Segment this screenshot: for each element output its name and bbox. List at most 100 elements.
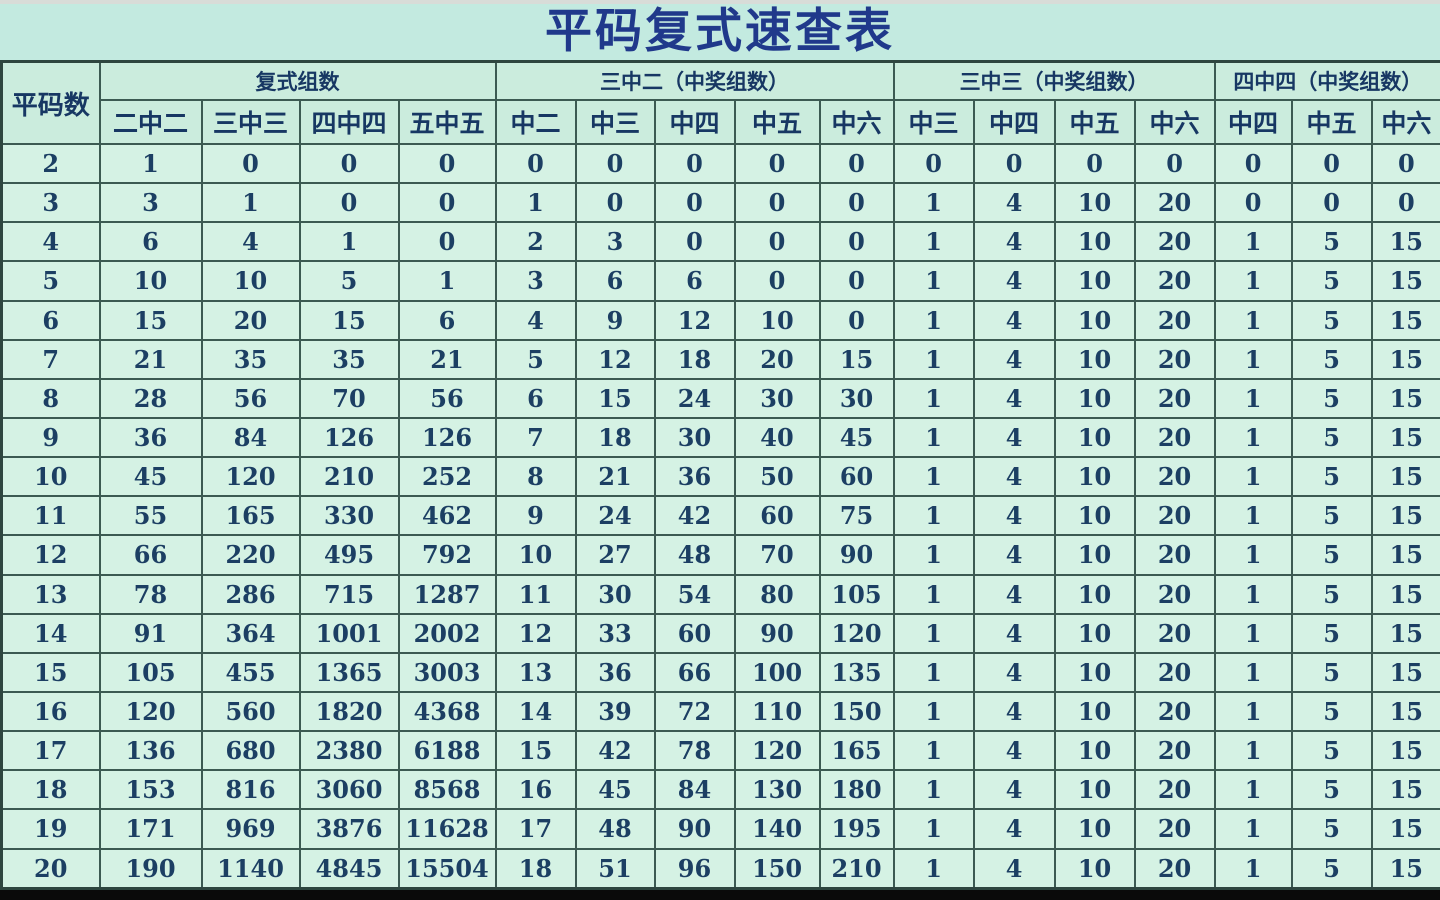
value-cell: 0 bbox=[298, 182, 400, 224]
value-cell: 5 bbox=[1290, 808, 1373, 850]
value-cell: 1 bbox=[1213, 769, 1293, 811]
col-header: 中三 bbox=[892, 99, 975, 145]
value-cell: 15 bbox=[1370, 221, 1440, 263]
value-cell: 10 bbox=[1053, 847, 1136, 890]
value-cell: 680 bbox=[200, 730, 301, 772]
value-cell: 27 bbox=[574, 534, 656, 576]
value-cell: 36 bbox=[653, 456, 736, 498]
value-cell: 84 bbox=[653, 769, 736, 811]
value-cell: 1 bbox=[1213, 416, 1293, 459]
value-cell: 4 bbox=[200, 221, 301, 263]
value-cell: 5 bbox=[1290, 495, 1373, 537]
value-cell: 4 bbox=[972, 769, 1056, 811]
table-row: 13 78 286 715 1287 11 30 54 80 105 1 4 10 20 1 5 15 bbox=[0, 573, 1440, 615]
value-cell: 4 bbox=[972, 299, 1056, 341]
value-cell: 1 bbox=[892, 612, 975, 654]
value-cell: 1 bbox=[1213, 260, 1293, 302]
value-cell: 4 bbox=[972, 847, 1056, 890]
value-cell: 120 bbox=[200, 456, 301, 498]
value-cell: 12 bbox=[574, 338, 656, 380]
value-cell: 5 bbox=[1290, 651, 1373, 693]
table-row: 10 45 120 210 252 8 21 36 50 60 1 4 10 20 1 5 15 bbox=[0, 456, 1440, 498]
value-cell: 15 bbox=[1370, 260, 1440, 302]
value-cell: 1 bbox=[892, 495, 975, 537]
value-cell: 91 bbox=[98, 612, 203, 654]
row-key-cell: 3 bbox=[0, 182, 101, 224]
row-key-cell: 7 bbox=[0, 338, 101, 380]
value-cell: 18 bbox=[574, 416, 656, 459]
value-cell: 60 bbox=[653, 612, 736, 654]
value-cell: 21 bbox=[397, 338, 497, 380]
table-row: 12 66 220 495 792 10 27 48 70 90 1 4 10 20 1 5 15 bbox=[0, 534, 1440, 576]
value-cell: 10 bbox=[733, 299, 821, 341]
value-cell: 1287 bbox=[397, 573, 497, 615]
table-header: 平码数 复式组数 三中二（中奖组数） 三中三（中奖组数） 四中四（中奖组数） 二… bbox=[0, 60, 1440, 145]
value-cell: 2 bbox=[494, 221, 577, 263]
col-header: 四中四 bbox=[298, 99, 400, 145]
value-cell: 4 bbox=[494, 299, 577, 341]
row-key-cell: 13 bbox=[0, 573, 101, 615]
value-cell: 364 bbox=[200, 612, 301, 654]
value-cell: 190 bbox=[98, 847, 203, 890]
value-cell: 4 bbox=[972, 495, 1056, 537]
table-row: 11 55 165 330 462 9 24 42 60 75 1 4 10 20 1 5 15 bbox=[0, 495, 1440, 537]
value-cell: 21 bbox=[98, 338, 203, 380]
value-cell: 252 bbox=[397, 456, 497, 498]
value-cell: 13 bbox=[494, 651, 577, 693]
value-cell: 5 bbox=[1290, 456, 1373, 498]
table-row: 6 15 20 15 6 4 9 12 10 0 1 4 10 20 1 5 15 bbox=[0, 299, 1440, 341]
row-key-cell: 6 bbox=[0, 299, 101, 341]
value-cell: 10 bbox=[200, 260, 301, 302]
value-cell: 4 bbox=[972, 182, 1056, 224]
value-cell: 12 bbox=[653, 299, 736, 341]
value-cell: 8 bbox=[494, 456, 577, 498]
corner-header-pingmashu: 平码数 bbox=[0, 60, 101, 145]
value-cell: 56 bbox=[397, 377, 497, 419]
table-row: 19 171 969 3876 11628 17 48 90 140 195 1 4 10 20 1 5 15 bbox=[0, 808, 1440, 850]
value-cell: 20 bbox=[1133, 573, 1216, 615]
value-cell: 20 bbox=[1133, 260, 1216, 302]
value-cell: 90 bbox=[733, 612, 821, 654]
value-cell: 10 bbox=[1053, 690, 1136, 733]
value-cell: 2380 bbox=[298, 730, 400, 772]
col-header: 中五 bbox=[733, 99, 821, 145]
subheader-row: 二中二 三中三 四中四 五中五 中二 中三 中四 中五 中六 中三 中四 中五 … bbox=[2, 99, 1440, 145]
value-cell: 15 bbox=[1370, 690, 1440, 733]
value-cell: 560 bbox=[200, 690, 301, 733]
value-cell: 84 bbox=[200, 416, 301, 459]
value-cell: 5 bbox=[1290, 769, 1373, 811]
value-cell: 20 bbox=[1133, 377, 1216, 419]
value-cell: 4 bbox=[972, 260, 1056, 302]
value-cell: 1 bbox=[1213, 338, 1293, 380]
value-cell: 4 bbox=[972, 456, 1056, 498]
value-cell: 15 bbox=[1370, 730, 1440, 772]
value-cell: 30 bbox=[733, 377, 821, 419]
value-cell: 126 bbox=[298, 416, 400, 459]
group-header-sanzhongsan: 三中三（中奖组数） bbox=[892, 60, 1216, 101]
value-cell: 15 bbox=[298, 299, 400, 341]
value-cell: 1 bbox=[298, 221, 400, 263]
col-header: 中三 bbox=[574, 99, 656, 145]
value-cell: 28 bbox=[98, 377, 203, 419]
value-cell: 1 bbox=[892, 808, 975, 850]
col-header: 中六 bbox=[818, 99, 895, 145]
value-cell: 40 bbox=[733, 416, 821, 459]
value-cell: 15 bbox=[1370, 534, 1440, 576]
table-row: 8 28 56 70 56 6 15 24 30 30 1 4 10 20 1 5 15 bbox=[0, 377, 1440, 419]
table-row: 9 36 84 126 126 7 18 30 40 45 1 4 10 20 1 5 15 bbox=[0, 416, 1440, 459]
value-cell: 15 bbox=[818, 338, 895, 380]
value-cell: 9 bbox=[574, 299, 656, 341]
value-cell: 5 bbox=[1290, 730, 1373, 772]
value-cell: 150 bbox=[818, 690, 895, 733]
row-key-cell: 10 bbox=[0, 456, 101, 498]
value-cell: 10 bbox=[1053, 651, 1136, 693]
value-cell: 72 bbox=[653, 690, 736, 733]
value-cell: 1 bbox=[892, 182, 975, 224]
value-cell: 1 bbox=[1213, 221, 1293, 263]
value-cell: 20 bbox=[1133, 221, 1216, 263]
value-cell: 220 bbox=[200, 534, 301, 576]
col-header: 二中二 bbox=[98, 99, 203, 145]
value-cell: 15 bbox=[494, 730, 577, 772]
value-cell: 11628 bbox=[397, 808, 497, 850]
row-key-cell: 15 bbox=[0, 651, 101, 693]
